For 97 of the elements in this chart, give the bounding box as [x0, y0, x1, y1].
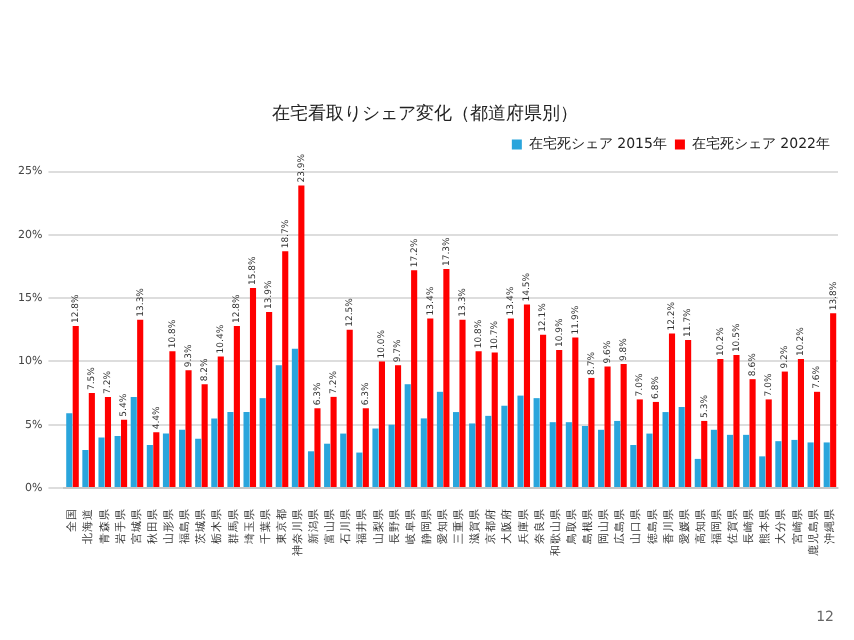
bar	[137, 319, 144, 487]
bar	[491, 352, 498, 487]
bar	[710, 429, 717, 487]
bar	[330, 396, 337, 487]
bar	[556, 350, 563, 487]
bar	[266, 312, 273, 487]
bar	[765, 399, 772, 487]
bar	[646, 433, 653, 487]
bar	[678, 407, 685, 487]
bar	[362, 408, 369, 487]
bar	[443, 269, 450, 487]
bar	[630, 444, 637, 487]
bar	[581, 425, 589, 487]
bar	[588, 377, 595, 487]
bar	[259, 398, 266, 487]
bar	[726, 434, 734, 487]
bar	[275, 365, 282, 487]
bar	[830, 313, 837, 487]
bar	[475, 351, 482, 487]
bar	[759, 456, 766, 487]
bar	[507, 318, 514, 487]
bar	[652, 401, 659, 487]
bar	[146, 444, 153, 487]
bar	[179, 429, 186, 487]
bar	[733, 355, 740, 487]
bar	[404, 384, 411, 487]
bar	[598, 429, 605, 487]
bar	[169, 351, 176, 487]
bar	[549, 422, 556, 487]
bar	[469, 423, 476, 487]
bar	[243, 412, 250, 487]
bar	[813, 391, 821, 487]
bar	[701, 420, 708, 487]
bar	[823, 442, 830, 487]
bar	[249, 288, 257, 487]
bar	[66, 413, 73, 487]
bar	[791, 439, 798, 487]
bar	[388, 424, 395, 487]
bar	[604, 366, 611, 487]
bar	[195, 438, 202, 487]
bar	[104, 396, 112, 487]
bar	[572, 337, 579, 487]
bar	[797, 358, 804, 487]
bar	[394, 365, 402, 487]
bar	[307, 451, 315, 487]
bar	[162, 433, 170, 487]
bar	[340, 433, 347, 487]
bar	[185, 370, 192, 487]
bar	[620, 363, 627, 487]
bar	[694, 458, 701, 487]
bar	[72, 326, 79, 487]
bar	[668, 333, 676, 487]
bar	[314, 408, 321, 487]
bar	[459, 319, 466, 487]
bar	[662, 412, 669, 487]
bar	[636, 399, 643, 487]
bar	[130, 396, 137, 487]
bar	[211, 418, 218, 487]
bar	[98, 437, 105, 487]
bar	[436, 391, 444, 487]
bar	[372, 428, 379, 487]
bar	[523, 304, 531, 487]
bar	[685, 339, 692, 487]
bar	[453, 412, 460, 487]
bar	[217, 356, 224, 487]
bar	[282, 251, 289, 487]
bar	[324, 443, 331, 487]
bar	[533, 398, 540, 487]
bar	[717, 358, 724, 487]
bar	[775, 441, 782, 487]
bar	[227, 412, 234, 487]
bar	[420, 418, 427, 487]
bar	[517, 395, 524, 487]
bar	[356, 452, 363, 487]
bar	[346, 329, 353, 487]
bar	[807, 442, 814, 487]
bar	[565, 422, 572, 487]
bar	[88, 393, 95, 487]
bar	[749, 379, 756, 487]
bar	[540, 334, 547, 487]
bar	[153, 432, 160, 487]
bar	[201, 384, 208, 487]
bar	[614, 420, 621, 487]
bar	[411, 270, 418, 487]
bar	[82, 450, 89, 487]
bar	[114, 436, 121, 487]
bar	[121, 419, 128, 487]
chart-title: 在宅看取りシェア変化（都道府県別）	[272, 103, 578, 126]
bar	[485, 415, 492, 487]
bar	[298, 185, 305, 487]
bar	[501, 405, 508, 487]
bar	[743, 434, 750, 487]
bar	[378, 361, 385, 487]
bar	[781, 371, 788, 487]
bar	[427, 318, 434, 487]
bar	[233, 326, 240, 487]
bar	[291, 348, 298, 487]
